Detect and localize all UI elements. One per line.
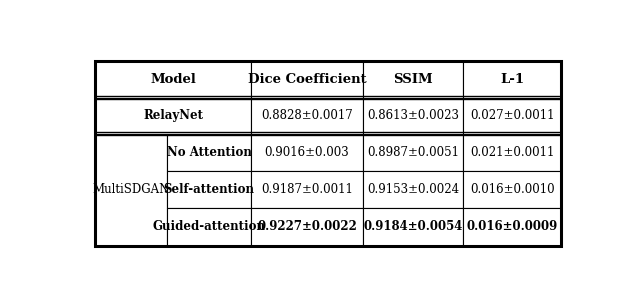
Text: 0.8613±0.0023: 0.8613±0.0023 — [367, 109, 459, 122]
Text: 0.016±0.0009: 0.016±0.0009 — [467, 220, 558, 233]
Bar — [463, 98, 561, 134]
Bar — [363, 171, 463, 208]
Bar — [363, 208, 463, 246]
Bar — [95, 61, 251, 98]
Text: 0.027±0.0011: 0.027±0.0011 — [470, 109, 554, 122]
Text: RelayNet: RelayNet — [143, 109, 203, 122]
Bar — [95, 98, 251, 134]
Bar — [363, 61, 463, 98]
Bar — [463, 134, 561, 171]
Bar — [463, 171, 561, 208]
Text: 0.016±0.0010: 0.016±0.0010 — [470, 183, 554, 196]
Bar — [167, 208, 251, 246]
Text: SSIM: SSIM — [393, 73, 433, 86]
Bar — [167, 171, 251, 208]
Text: Self-attention: Self-attention — [164, 183, 255, 196]
Text: 0.9227±0.0022: 0.9227±0.0022 — [257, 220, 357, 233]
Text: 0.9184±0.0054: 0.9184±0.0054 — [364, 220, 463, 233]
Text: Model: Model — [150, 73, 196, 86]
Text: 0.8987±0.0051: 0.8987±0.0051 — [367, 146, 459, 159]
Bar — [363, 134, 463, 171]
Text: 0.9153±0.0024: 0.9153±0.0024 — [367, 183, 459, 196]
Text: MultiSDGAN: MultiSDGAN — [92, 183, 170, 196]
Text: Dice Coefficient: Dice Coefficient — [248, 73, 366, 86]
Text: No Attention: No Attention — [166, 146, 252, 159]
Bar — [251, 61, 363, 98]
Text: 0.021±0.0011: 0.021±0.0011 — [470, 146, 554, 159]
Bar — [251, 98, 363, 134]
Bar — [251, 171, 363, 208]
Text: Guided-attention: Guided-attention — [152, 220, 266, 233]
Text: 0.9016±0.003: 0.9016±0.003 — [265, 146, 349, 159]
Text: 0.9187±0.0011: 0.9187±0.0011 — [261, 183, 353, 196]
Bar — [463, 208, 561, 246]
Text: 0.8828±0.0017: 0.8828±0.0017 — [261, 109, 353, 122]
Bar — [95, 134, 167, 246]
Bar — [363, 98, 463, 134]
Bar — [251, 134, 363, 171]
Bar — [167, 134, 251, 171]
Bar — [463, 61, 561, 98]
Bar — [251, 208, 363, 246]
Bar — [95, 61, 561, 246]
Text: L-1: L-1 — [500, 73, 524, 86]
